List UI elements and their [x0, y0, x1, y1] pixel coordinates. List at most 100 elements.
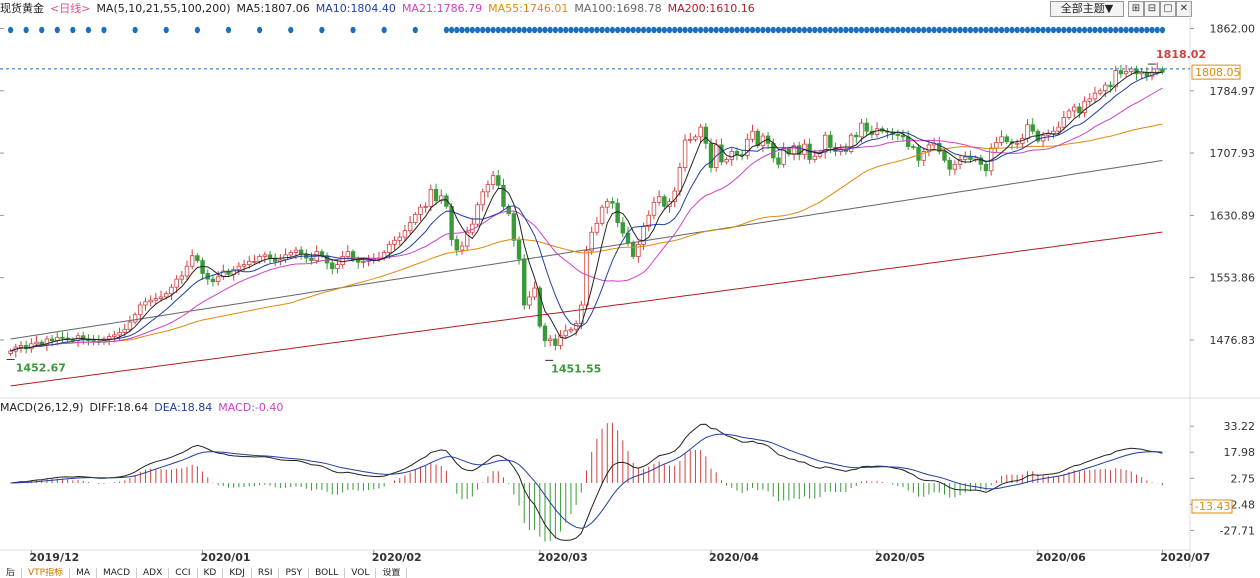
signal-dot: [770, 26, 776, 34]
signal-dot: [734, 26, 740, 34]
date-tick-label: 2020/02: [372, 551, 422, 564]
candle-body: [397, 236, 402, 241]
signal-dot: [1076, 26, 1082, 34]
signal-dot: [1040, 26, 1046, 34]
signal-dot: [350, 26, 356, 34]
ma200-value: MA200:1610.16: [667, 2, 755, 15]
signal-dot: [1061, 26, 1067, 34]
signal-dot: [640, 26, 647, 34]
signal-dot: [879, 26, 885, 34]
candle-body: [423, 205, 428, 208]
close-icon[interactable]: ✕: [1176, 1, 1192, 17]
tab-kdj[interactable]: KDJ: [223, 568, 252, 578]
signal-dot: [1159, 26, 1166, 34]
candle-body: [781, 148, 786, 165]
candle-body: [106, 336, 112, 340]
signal-dot: [874, 26, 880, 34]
candle-body: [1108, 84, 1113, 88]
signal-dot: [775, 26, 782, 34]
signal-dot: [511, 26, 517, 34]
signal-dot: [1133, 26, 1140, 34]
signal-dot: [1087, 26, 1093, 34]
candle-body: [968, 156, 973, 160]
tab-cci[interactable]: CCI: [169, 568, 198, 578]
candle-body: [267, 254, 273, 259]
signal-dot: [537, 26, 543, 34]
signal-dot: [578, 26, 584, 34]
candle-body: [589, 231, 594, 252]
tab-kd[interactable]: KD: [198, 568, 224, 578]
signal-dot: [1035, 26, 1041, 34]
candle-body: [542, 325, 548, 341]
ma-params-label[interactable]: MA(5,10,21,55,100,200): [96, 2, 231, 15]
signal-dot: [194, 26, 200, 34]
symbol-label[interactable]: 现货黄金: [0, 2, 44, 15]
candle-body: [387, 243, 392, 253]
candle-body: [963, 156, 968, 160]
candle-body: [677, 167, 683, 192]
minimize-icon[interactable]: ⊟: [1144, 1, 1160, 17]
candle-body: [511, 213, 517, 241]
signal-dot: [635, 26, 641, 34]
maximize-icon[interactable]: ▢: [1160, 1, 1176, 17]
candle-body: [1118, 70, 1124, 75]
signal-dot: [54, 26, 60, 34]
candle-body: [335, 264, 340, 270]
tab-vol[interactable]: VOL: [345, 568, 377, 578]
tab-vtp[interactable]: VTP指标: [22, 568, 71, 578]
signal-dot: [568, 26, 574, 34]
signal-dot: [1097, 26, 1103, 34]
signal-dot: [583, 26, 590, 34]
signal-dot: [905, 26, 911, 34]
candle-body: [138, 304, 143, 316]
tab-adx[interactable]: ADX: [137, 568, 170, 578]
tab-macd[interactable]: MACD: [97, 568, 138, 578]
candle-body: [1113, 70, 1118, 88]
tab-ma[interactable]: MA: [70, 568, 98, 578]
candle-body: [18, 345, 24, 348]
candle-body: [1061, 117, 1067, 128]
date-tick-label: 2020/03: [538, 551, 588, 564]
signal-dot: [713, 26, 719, 34]
tab-psy[interactable]: PSY: [279, 568, 310, 578]
candle-body: [490, 175, 496, 185]
signal-dot: [978, 26, 984, 34]
signal-dot: [692, 26, 699, 34]
candle-body: [236, 265, 242, 270]
signal-dot: [485, 26, 491, 34]
signal-dot: [1004, 26, 1010, 34]
signal-dot: [630, 26, 636, 34]
signal-dot: [163, 26, 169, 34]
theme-dropdown-button[interactable]: 全部主题▼: [1050, 1, 1124, 17]
tab-boll[interactable]: BOLL: [309, 568, 346, 578]
signal-dot: [625, 26, 631, 34]
candle-body: [1066, 110, 1072, 118]
price-tick-label: 1707.93: [1210, 147, 1256, 160]
period-selector[interactable]: <日线>: [50, 2, 91, 15]
tab-rsi[interactable]: RSI: [252, 568, 280, 578]
macd-params-label[interactable]: MACD(26,12,9): [0, 401, 84, 414]
candle-body: [23, 345, 29, 350]
candle-body: [8, 350, 13, 354]
signal-dot: [443, 26, 450, 34]
signal-dot: [85, 26, 92, 34]
candle-body: [532, 287, 537, 298]
signal-dot: [609, 26, 616, 34]
signal-dot: [1045, 26, 1051, 34]
candle-body: [916, 146, 921, 161]
signal-dot: [661, 26, 667, 34]
macd-header: MACD(26,12,9) DIFF:18.64 DEA:18.84 MACD:-0.…: [0, 399, 289, 417]
candle-body: [127, 321, 133, 330]
candle-body: [444, 195, 449, 207]
tab-back[interactable]: 后: [0, 568, 23, 578]
tab-settings[interactable]: 设置: [376, 568, 408, 578]
signal-dot: [1024, 26, 1031, 34]
macd-hist-value: MACD:-0.40: [218, 401, 284, 414]
price-tick-label: 1476.83: [1210, 334, 1256, 347]
candle-body: [983, 163, 989, 172]
candle-body: [1051, 130, 1056, 135]
tile-icon[interactable]: ⊞: [1128, 1, 1144, 17]
price-tick-label: 1630.89: [1210, 209, 1256, 222]
signal-dot: [988, 26, 994, 34]
